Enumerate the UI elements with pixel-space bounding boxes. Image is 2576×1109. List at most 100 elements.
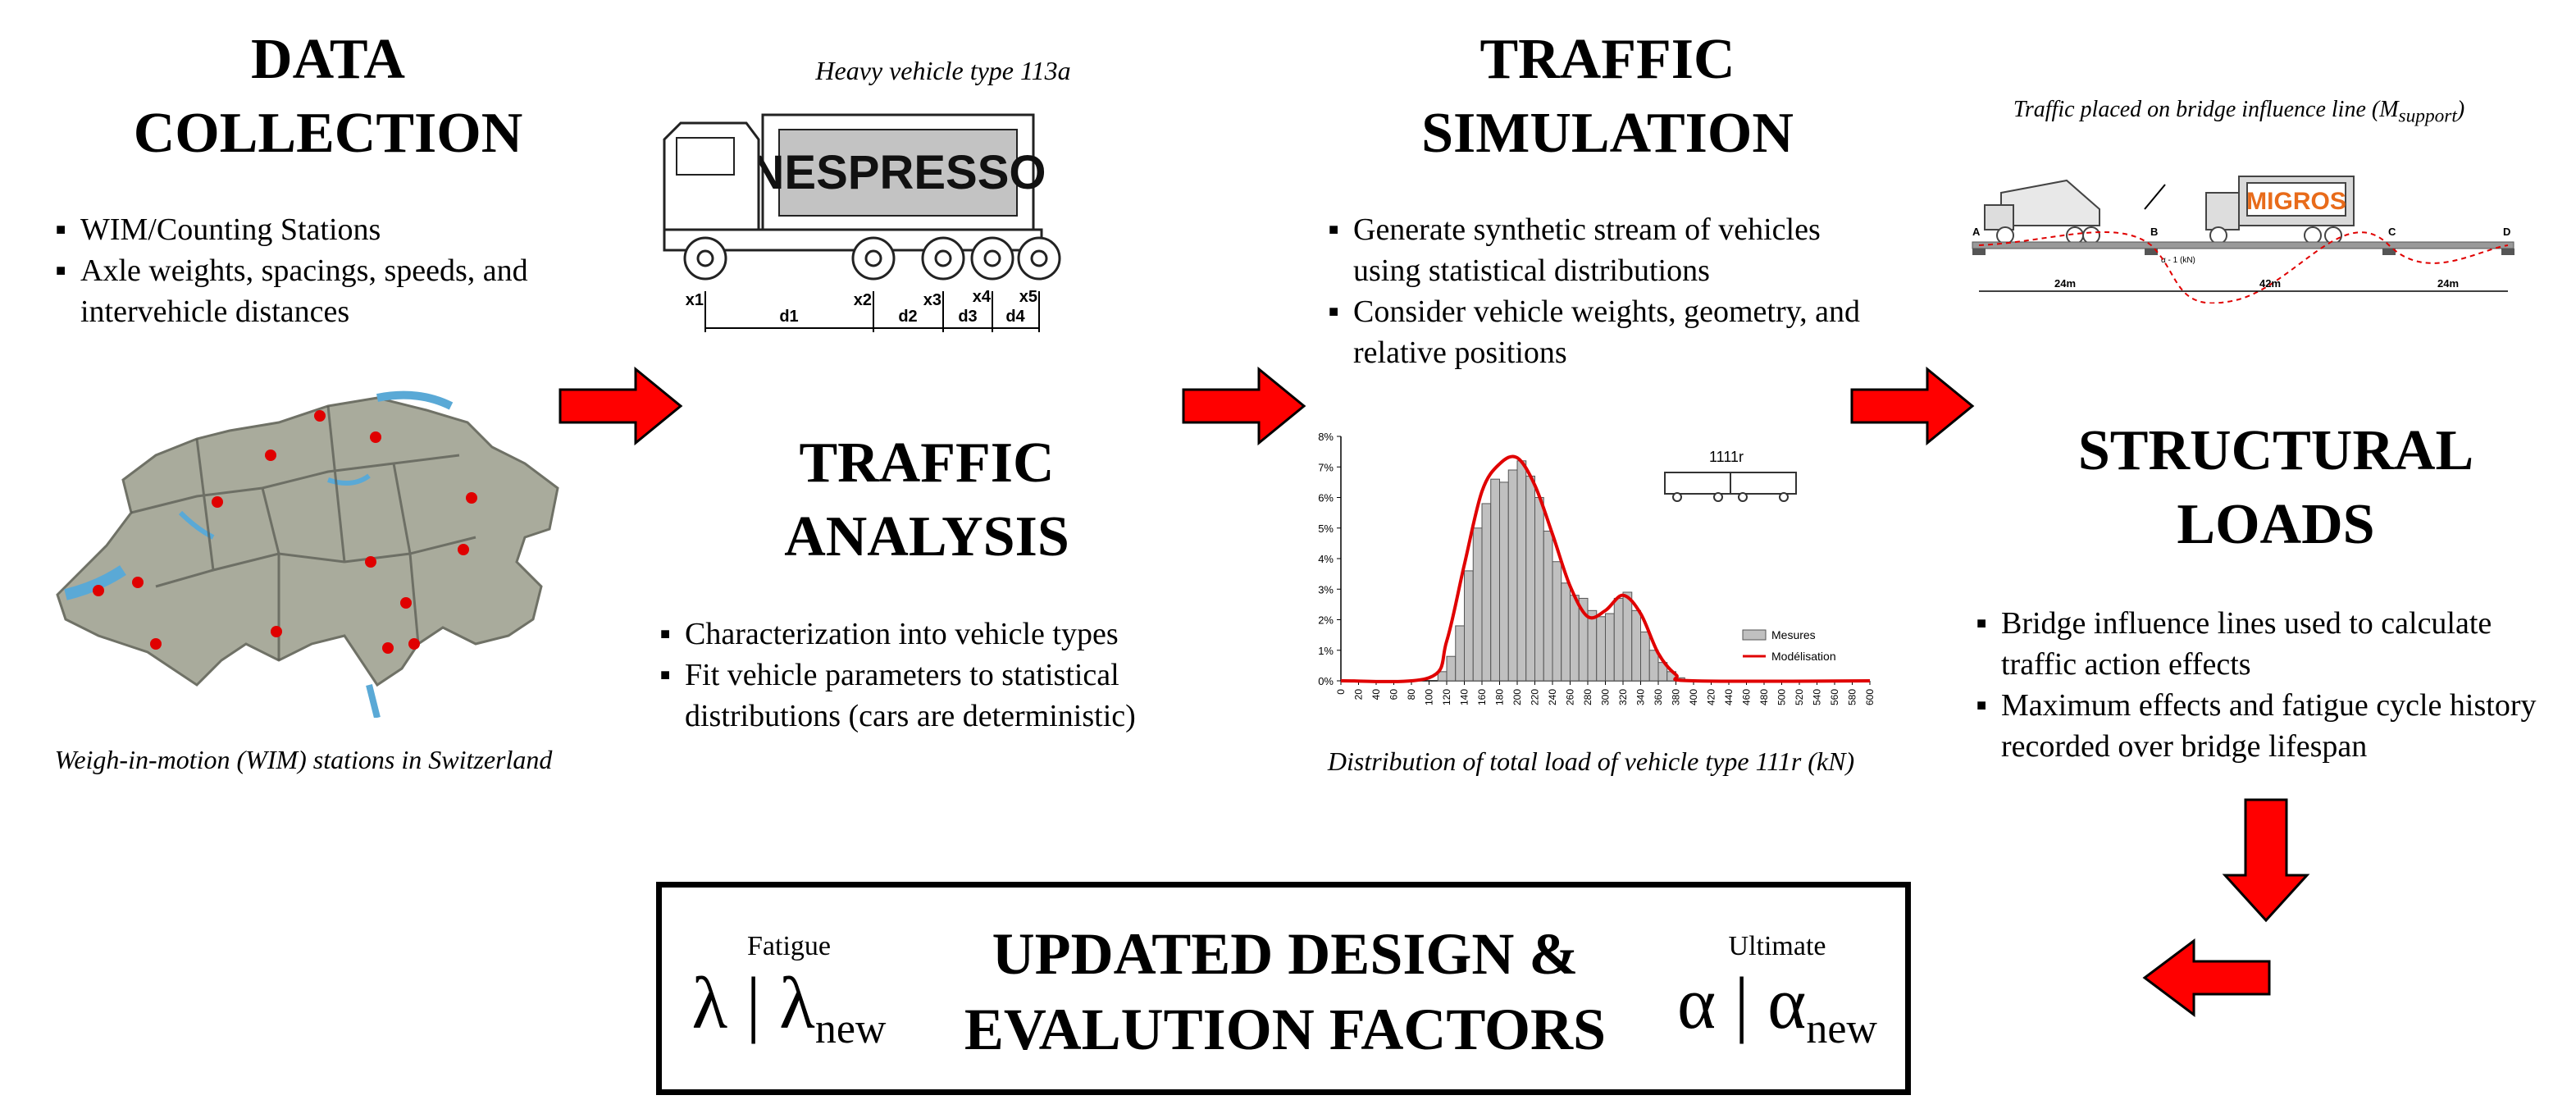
histogram-bar [1631,609,1641,682]
x-tick-label: 460 [1741,689,1753,705]
traffic-analysis-title: TRAFFIC ANALYSIS [784,431,1069,568]
lake-geneva [64,565,126,600]
chart-caption: Distribution of total load of vehicle ty… [1327,746,1855,776]
histogram-bar [1640,631,1650,682]
structural-loads-title: STRUCTURAL LOADS [2077,419,2474,556]
x-tick-label: 380 [1671,689,1682,705]
bullet: Fit vehicle parameters to statistical di… [660,655,1201,737]
support-label: D [2503,226,2510,238]
x-tick-label: 600 [1864,689,1876,705]
ultimate-label: Ultimate [1728,931,1826,961]
histogram-bar [1472,527,1483,682]
x-tick-label: 340 [1635,689,1647,705]
dimension-lines [704,291,1040,332]
data-collection-title: DATA COLLECTION [133,28,523,165]
x-tick-label: 500 [1776,689,1788,705]
spacing-label: d2 [898,308,917,326]
bullet: Maximum effects and fatigue cycle histor… [1976,685,2559,767]
arrow-right-icon [1182,366,1306,446]
axle-label: x1 [686,291,704,309]
y-tick-label: 7% [1318,461,1334,473]
station-marker [150,638,162,650]
ultimate-factor: Ultimate α | αnew [1654,930,1900,1070]
histogram-bar [1587,609,1598,682]
histogram-bar [1534,497,1544,682]
station-marker [382,642,394,654]
y-tick-label: 5% [1318,523,1334,535]
trailer-panel [778,129,1018,217]
x-tick-label: 580 [1847,689,1858,705]
station-marker [132,577,144,588]
chart-legend: Mesures Modélisation [1742,628,1836,663]
arrow-down-icon [2222,798,2310,923]
station-marker [265,450,276,461]
truck-diagram: NESPRESSO x1 x2 x3 x4 x5 d1 d2 d3 d4 [663,113,1061,332]
histogram-bar [1543,530,1553,682]
x-tick-label: 240 [1547,689,1558,705]
span-label: 24m [2437,277,2459,290]
station-marker [370,431,381,443]
x-tick-label: 280 [1582,689,1593,705]
truck-caption: Heavy vehicle type 113a [815,56,1071,85]
y-tick-label: 1% [1318,645,1334,657]
x-tick-label: 80 [1406,689,1417,701]
migros-brand: MIGROS [2246,188,2346,215]
histogram-bar [1596,616,1606,682]
supports [1972,249,2514,255]
support-label: A [1972,226,1981,238]
legend-label: Mesures [1771,628,1816,641]
ultimate-symbol: α | αnew [1677,963,1877,1052]
influence-annotation: α - 1 (kN) [2161,256,2195,265]
legend-label: Modélisation [1771,650,1836,663]
histogram-bar [1605,613,1615,682]
map-caption: Weigh-in-motion (WIM) stations in Switze… [54,745,553,774]
axle-label: x3 [923,291,941,309]
span-label: 42m [2259,277,2281,290]
station-marker [93,585,104,596]
histogram-bar [1561,582,1571,682]
x-tick-label: 160 [1476,689,1488,705]
chart-axes: 0% 1% 2% 3% 4% 5% 6% 7% 8% 0 20 40 60 80 100 120 140 160 1… [1318,431,1876,705]
x-tick-label: 100 [1424,689,1435,705]
spacing-label: d3 [958,308,977,326]
x-tick-label: 440 [1723,689,1735,705]
chart-bars [1437,460,1685,682]
x-tick-label: 20 [1353,689,1365,701]
histogram-bar [1481,503,1492,682]
y-tick-label: 4% [1318,553,1334,565]
histogram-bar [1613,597,1624,682]
y-tick-label: 8% [1318,431,1334,443]
x-tick-label: 260 [1565,689,1576,705]
axle-label: x2 [854,291,872,309]
switzerland-map [56,390,559,718]
x-tick-label: 300 [1600,689,1612,705]
station-marker [365,556,376,568]
bullet: WIM/Counting Stations [56,209,597,250]
bridge-caption: Traffic placed on bridge influence line … [2013,97,2465,127]
spacing-label: d1 [779,308,798,326]
axle-label: x4 [973,288,992,306]
arrow-right-icon [559,366,683,446]
x-tick-label: 420 [1706,689,1717,705]
support-label: C [2388,226,2396,238]
span-label: 24m [2054,277,2076,290]
station-marker [400,597,412,609]
histogram-bar [1507,469,1518,682]
station-marker [271,626,282,637]
map-borders [130,405,476,660]
x-tick-label: 320 [1617,689,1629,705]
fatigue-label: Fatigue [747,931,831,961]
x-tick-label: 60 [1388,689,1400,701]
bridge-influence-diagram: MIGROS A B C D α - 1 (kN) 24m 42m 24m [1972,176,2514,303]
x-tick-label: 400 [1688,689,1699,705]
fatigue-symbol: λ | λnew [691,963,887,1052]
station-marker [408,638,420,650]
bullet: Consider vehicle weights, geometry, and … [1329,291,1886,373]
dump-truck [1984,179,2100,244]
y-tick-label: 6% [1318,492,1334,504]
result-title: UPDATED DESIGN & EVALUTION FACTORS [964,921,1607,1062]
y-tick-label: 2% [1318,614,1334,627]
histogram-bar [1552,561,1562,682]
histogram-bar [1455,625,1465,682]
spacing-label: d4 [1005,308,1025,326]
